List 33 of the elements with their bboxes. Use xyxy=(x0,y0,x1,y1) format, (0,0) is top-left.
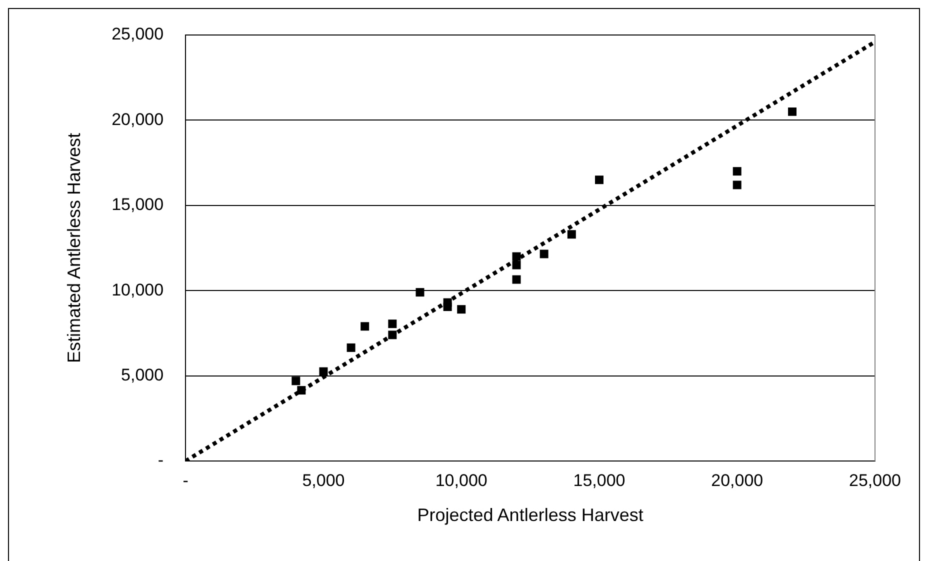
x-tick-label: 5,000 xyxy=(302,470,345,490)
x-axis-title: Projected Antlerless Harvest xyxy=(417,505,644,526)
point xyxy=(346,343,356,352)
x-tick-label: 15,000 xyxy=(573,470,626,490)
point xyxy=(457,305,466,314)
x-tick-label: - xyxy=(182,470,188,490)
point xyxy=(567,230,576,239)
point xyxy=(788,107,797,116)
point xyxy=(388,330,397,340)
y-tick-label: 20,000 xyxy=(112,110,164,129)
y-tick-label: 25,000 xyxy=(112,24,164,44)
x-tick-label: 25,000 xyxy=(849,470,901,490)
y-tick-label: 10,000 xyxy=(112,280,164,300)
x-tick-label: 10,000 xyxy=(435,470,488,490)
point xyxy=(388,320,397,328)
y-tick-label: 15,000 xyxy=(112,195,164,214)
y-tick-label: - xyxy=(158,450,164,470)
y-tick-label: 5,000 xyxy=(121,365,164,384)
point xyxy=(512,275,521,284)
point xyxy=(512,260,521,270)
point xyxy=(360,322,370,331)
y-axis-title: Estimated Antlerless Harvest xyxy=(64,132,84,364)
point xyxy=(443,302,452,312)
point xyxy=(512,252,521,261)
point xyxy=(540,250,548,258)
point xyxy=(732,180,742,190)
point xyxy=(594,176,604,184)
point xyxy=(416,288,424,297)
point xyxy=(292,376,300,386)
point xyxy=(732,167,742,176)
x-tick-label: 20,000 xyxy=(711,470,764,490)
point xyxy=(319,367,328,376)
point xyxy=(297,386,306,395)
